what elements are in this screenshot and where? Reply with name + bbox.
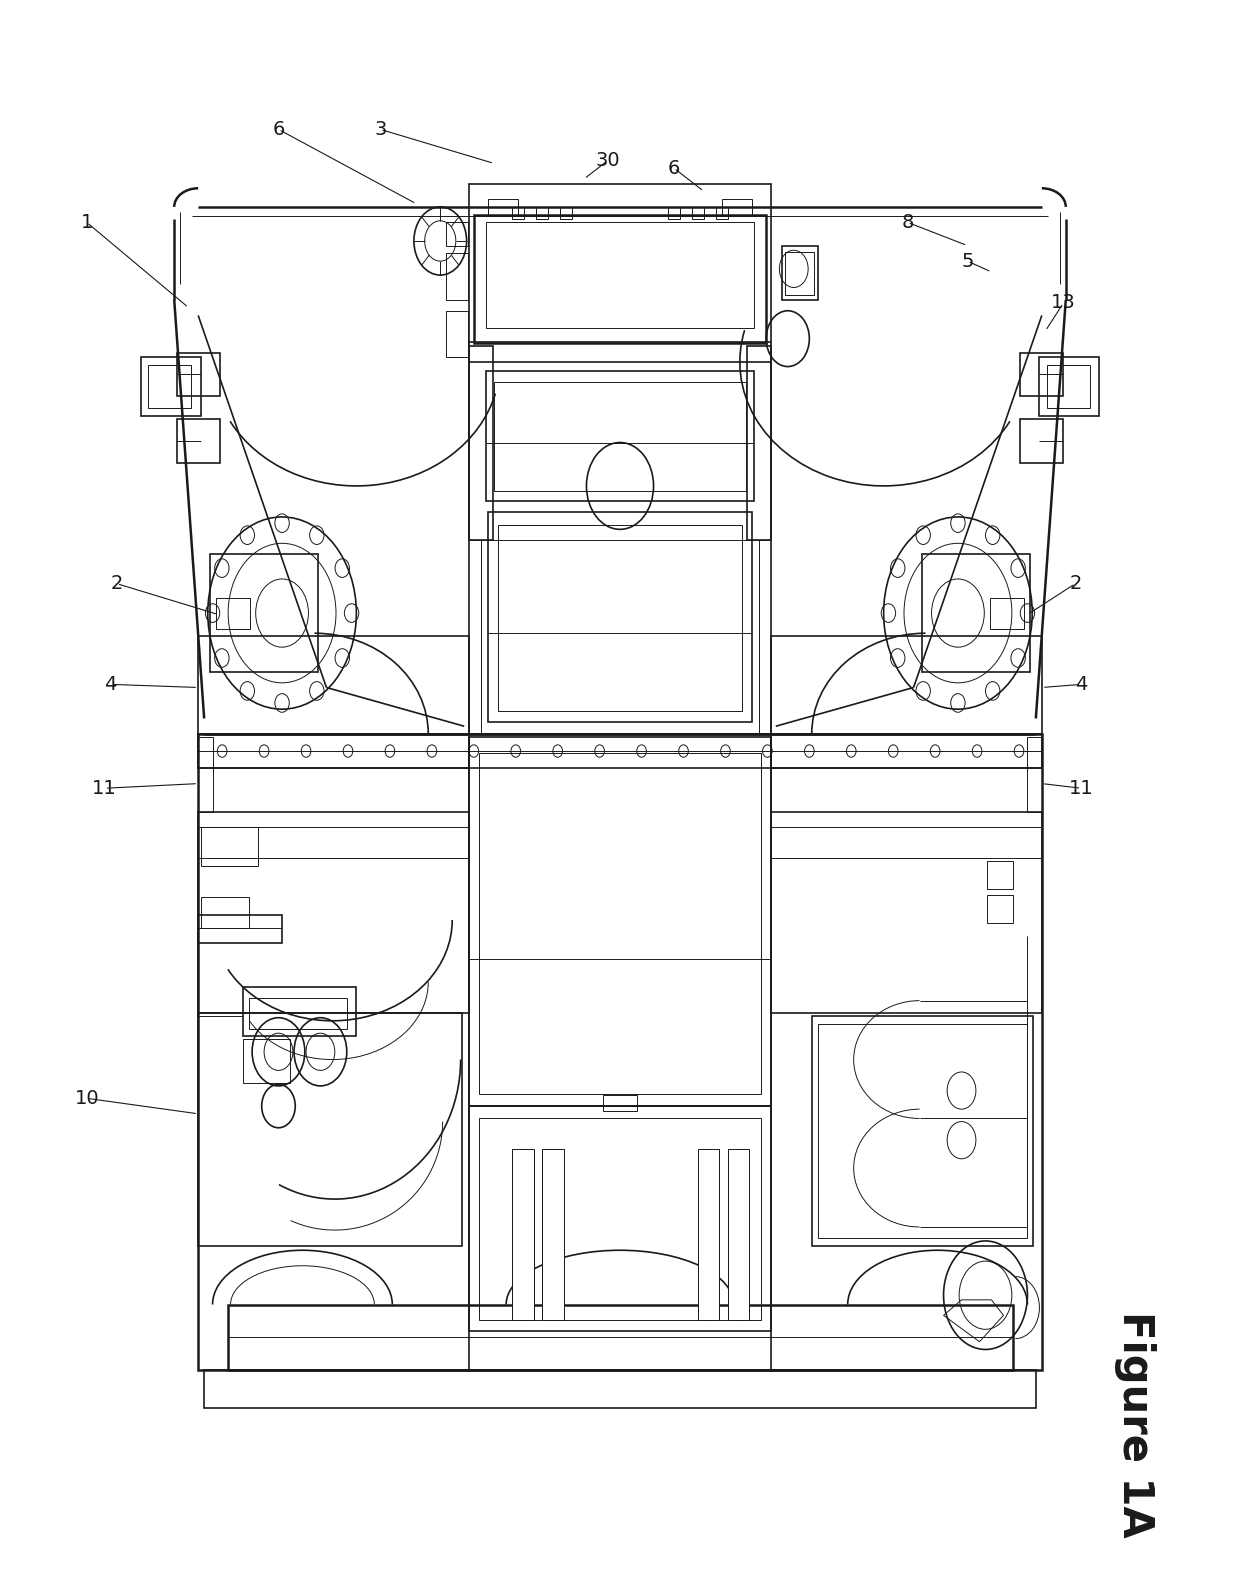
Bar (176, 352, 219, 396)
Bar (495, 382, 745, 490)
Bar (469, 1106, 771, 1331)
Bar (198, 637, 469, 767)
Bar (987, 861, 1013, 888)
Bar (201, 826, 258, 866)
Bar (771, 637, 1042, 767)
Bar (486, 223, 754, 328)
Text: 4: 4 (1075, 675, 1087, 694)
Text: 13: 13 (1052, 293, 1076, 312)
Text: 8: 8 (901, 213, 914, 232)
Bar (243, 987, 356, 1036)
Bar (560, 207, 572, 220)
Bar (176, 419, 219, 463)
Text: 6: 6 (273, 119, 285, 139)
Bar (210, 554, 317, 672)
Bar (474, 215, 766, 344)
Bar (923, 554, 1030, 672)
Bar (469, 737, 771, 1106)
Bar (1021, 352, 1064, 396)
Text: 11: 11 (1069, 778, 1094, 798)
Bar (512, 1149, 533, 1320)
Bar (198, 915, 281, 944)
Bar (1039, 357, 1100, 416)
Bar (987, 895, 1013, 923)
Bar (668, 207, 680, 220)
Bar (603, 1095, 637, 1111)
Bar (140, 357, 201, 416)
Bar (692, 207, 704, 220)
Bar (446, 253, 467, 299)
Bar (479, 753, 761, 1094)
Bar (228, 1304, 1013, 1369)
Text: 1: 1 (81, 213, 93, 232)
Bar (198, 1013, 461, 1245)
Bar (198, 812, 469, 1013)
Bar (771, 812, 1042, 1013)
Text: 6: 6 (667, 159, 680, 178)
Bar (715, 207, 728, 220)
Bar (991, 597, 1024, 629)
Bar (216, 597, 249, 629)
Text: 3: 3 (374, 119, 387, 139)
Bar (446, 310, 467, 357)
Bar (728, 1149, 749, 1320)
Text: 11: 11 (92, 778, 117, 798)
Bar (698, 1149, 719, 1320)
Bar (497, 525, 743, 710)
Text: Figure 1A: Figure 1A (1115, 1310, 1156, 1538)
Bar (746, 347, 771, 540)
Text: 2: 2 (1069, 575, 1081, 594)
Bar (785, 252, 815, 295)
Bar (722, 199, 751, 215)
Bar (489, 513, 751, 721)
Bar (817, 1024, 1028, 1239)
Bar (198, 737, 212, 812)
Bar (198, 734, 1042, 1369)
Bar (1047, 365, 1090, 409)
Bar (479, 1119, 761, 1320)
Bar (1021, 419, 1064, 463)
Bar (489, 199, 518, 215)
Text: 30: 30 (595, 151, 620, 170)
Bar (812, 1016, 1033, 1245)
Bar (542, 1149, 564, 1320)
Bar (486, 371, 754, 501)
Text: 2: 2 (110, 575, 123, 594)
Bar (201, 896, 248, 928)
Bar (512, 207, 525, 220)
Bar (243, 1040, 290, 1083)
Bar (198, 734, 1042, 767)
Bar (781, 245, 817, 299)
Text: 10: 10 (74, 1089, 99, 1108)
Bar (205, 1369, 1035, 1409)
Bar (1028, 737, 1042, 812)
Bar (469, 347, 494, 540)
Bar (148, 365, 191, 409)
Bar (536, 207, 548, 220)
Bar (469, 183, 771, 734)
Bar (248, 998, 347, 1028)
Bar (446, 223, 467, 245)
Text: 5: 5 (961, 252, 973, 271)
Text: 4: 4 (104, 675, 117, 694)
